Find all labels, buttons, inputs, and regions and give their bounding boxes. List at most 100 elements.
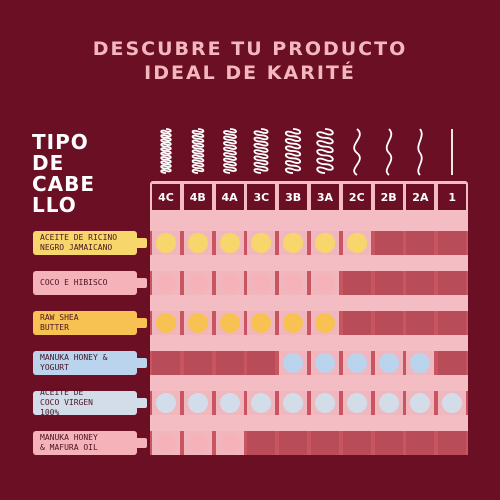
- suitable-dot-4b: [187, 313, 208, 333]
- product-label-line: & MAFURA OIL: [40, 443, 98, 452]
- suitable-dot-3a: [315, 233, 335, 253]
- suitable-dot-3a: [315, 273, 335, 293]
- suitable-dot-2a: [410, 353, 431, 373]
- product-label-line: COCO E HIBISCO: [40, 278, 108, 287]
- product-cap-icon: [135, 318, 147, 328]
- suitable-dot-4c: [156, 313, 176, 333]
- hair-type-label-line: LLO: [32, 193, 77, 217]
- product-label-line: COCO VIRGEN: [40, 398, 93, 407]
- product-cap-icon: [135, 398, 147, 408]
- suitable-dot-2a: [410, 393, 431, 413]
- product-label: ACEITE DE COCO VIRGEN 100%: [33, 388, 147, 418]
- hair-curl-icon: [385, 128, 392, 176]
- hair-type-header-3c: 3C: [247, 184, 276, 210]
- product-cap-icon: [135, 358, 147, 368]
- grid-cell: [374, 311, 403, 335]
- suitable-dot-2c: [346, 353, 367, 373]
- suitable-dot-3b: [283, 233, 304, 253]
- suitable-dot-4b: [187, 233, 208, 253]
- title-line-2: IDEAL DE KARITÉ: [144, 62, 356, 84]
- grid-cell: [342, 311, 371, 335]
- suitable-dot-4c: [156, 433, 176, 453]
- product-label-text: COCO E HIBISCO: [40, 278, 107, 288]
- grid-cell: [374, 431, 403, 455]
- suitable-dot-3b: [283, 273, 304, 293]
- grid-cell: [247, 431, 276, 455]
- product-label-text: ACEITE DE RICINO NEGRO JAMAICANO: [40, 233, 117, 253]
- grid-cell: [183, 351, 212, 375]
- hair-type-label-line: DE: [32, 151, 65, 175]
- grid-cell: [342, 431, 371, 455]
- product-label-line: MANUKA HONEY &: [40, 353, 108, 362]
- hair-type-header-3b: 3B: [279, 184, 308, 210]
- suitable-dot-4a: [219, 273, 240, 293]
- suitable-dot-3c: [251, 233, 272, 253]
- suitable-dot-3a: [315, 313, 335, 333]
- grid-cell: [406, 231, 435, 255]
- hair-type-header-2b: 2B: [374, 184, 403, 210]
- grid-cell: [406, 431, 435, 455]
- suitable-dot-3b: [283, 313, 304, 333]
- suitable-dot-4c: [156, 233, 176, 253]
- product-label-line: ACEITE DE RICINO: [40, 233, 118, 242]
- suitable-dot-4a: [219, 233, 240, 253]
- suitable-dot-4b: [187, 273, 208, 293]
- suitable-dot-3a: [315, 353, 335, 373]
- suitable-dot-3a: [315, 393, 335, 413]
- grid-cell: [374, 231, 403, 255]
- hair-curl-icon: [160, 128, 172, 174]
- product-cap-icon: [135, 238, 147, 248]
- grid-cell: [374, 271, 403, 295]
- product-label-line: RAW SHEA: [40, 313, 79, 322]
- suitable-dot-3c: [251, 313, 272, 333]
- suitable-dot-3c: [251, 273, 272, 293]
- product-label-line: NEGRO JAMAICANO: [40, 243, 113, 252]
- hair-type-header-4b: 4B: [183, 184, 212, 210]
- product-label: COCO E HIBISCO: [33, 271, 147, 295]
- suitable-dot-3b: [283, 353, 304, 373]
- grid-cell: [438, 431, 467, 455]
- product-label-line: MANUKA HONEY: [40, 433, 98, 442]
- product-label-line: ACEITE DE: [40, 388, 84, 397]
- suitable-dot-2b: [378, 393, 399, 413]
- hair-curl-icon: [285, 128, 302, 174]
- suitable-dot-4a: [219, 433, 240, 453]
- suitable-dot-2c: [346, 233, 367, 253]
- hair-type-header-3a: 3A: [311, 184, 339, 210]
- hair-type-header-2a: 2A: [406, 184, 435, 210]
- grid-cell: [438, 271, 467, 295]
- product-label-text: ACEITE DE COCO VIRGEN 100%: [40, 388, 93, 418]
- product-label-text: RAW SHEA BUTTER: [40, 313, 79, 333]
- grid-cell: [438, 351, 467, 375]
- hair-type-label-line: CABE: [32, 172, 96, 196]
- suitable-dot-3b: [283, 393, 304, 413]
- grid-cell: [438, 311, 467, 335]
- hair-curl-icon: [451, 129, 454, 175]
- grid-cell: [215, 351, 244, 375]
- grid-cell: [247, 351, 276, 375]
- suitable-dot-4b: [187, 433, 208, 453]
- hair-curl-icon: [353, 128, 361, 176]
- grid-cell: [406, 271, 435, 295]
- hair-curl-icon: [191, 128, 205, 174]
- suitable-dot-4c: [156, 273, 176, 293]
- product-label: MANUKA HONEY & YOGURT: [33, 351, 147, 375]
- grid-cell: [152, 351, 180, 375]
- grid-cell: [342, 271, 371, 295]
- suitable-dot-1: [442, 393, 463, 413]
- hair-type-label: TIPO DE CABE LLO: [32, 132, 95, 216]
- hair-type-header-4c: 4C: [152, 184, 180, 210]
- hair-type-header-2c: 2C: [342, 184, 371, 210]
- product-label: MANUKA HONEY & MAFURA OIL: [33, 431, 147, 455]
- suitable-dot-2c: [346, 393, 367, 413]
- hair-type-label-line: TIPO: [32, 130, 89, 154]
- product-label-line: YOGURT: [40, 363, 69, 372]
- suitable-dot-4a: [219, 393, 240, 413]
- suitable-dot-4b: [187, 393, 208, 413]
- suitable-dot-2b: [378, 353, 399, 373]
- product-label: ACEITE DE RICINO NEGRO JAMAICANO: [33, 231, 147, 255]
- product-label-line: BUTTER: [40, 323, 69, 332]
- grid-cell: [406, 311, 435, 335]
- suitable-dot-3c: [251, 393, 272, 413]
